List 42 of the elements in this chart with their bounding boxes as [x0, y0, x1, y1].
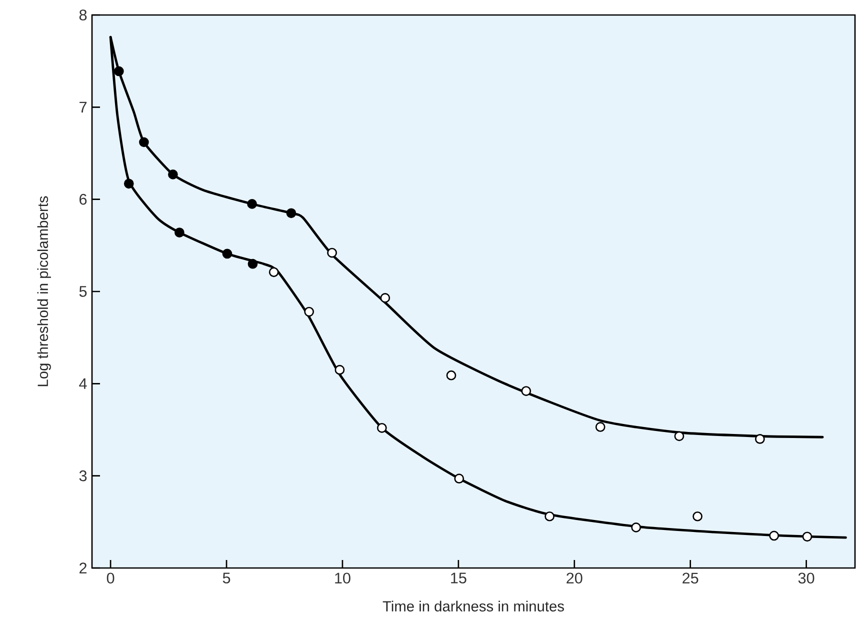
point — [174, 228, 184, 238]
x-tick-label: 5 — [222, 572, 230, 584]
point — [139, 137, 149, 148]
x-axis-title: Time in darkness in minutes — [382, 600, 564, 612]
point — [268, 267, 279, 278]
point — [380, 293, 390, 303]
point — [304, 306, 314, 317]
point — [446, 370, 456, 380]
point — [674, 431, 684, 442]
point — [286, 208, 296, 218]
y-tick-label: 2 — [80, 562, 87, 574]
x-tick-label: 25 — [682, 572, 698, 584]
point — [595, 422, 606, 432]
point — [376, 422, 387, 433]
point — [168, 170, 178, 180]
point — [327, 248, 337, 258]
point — [222, 248, 232, 259]
point — [692, 511, 702, 522]
point — [114, 66, 124, 76]
point — [631, 522, 642, 532]
y-tick-label: 3 — [79, 470, 87, 482]
point — [248, 258, 258, 269]
x-tick-label: 20 — [566, 572, 582, 584]
point — [544, 511, 555, 522]
point — [754, 434, 765, 444]
point — [769, 530, 779, 541]
point — [521, 386, 532, 396]
point — [247, 199, 257, 209]
point — [802, 532, 812, 542]
point — [454, 474, 464, 484]
x-tick-label: 15 — [451, 572, 466, 584]
x-tick-label: 0 — [106, 572, 114, 584]
y-tick-label: 6 — [80, 194, 87, 205]
x-tick-label: 30 — [798, 572, 814, 584]
point — [334, 364, 345, 375]
y-tick-label: 4 — [79, 378, 87, 389]
x-tick-label: 10 — [335, 572, 350, 584]
y-axis-title: Log threshold in picolamberts — [37, 196, 51, 386]
point — [124, 178, 134, 189]
y-tick-label: 5 — [79, 286, 87, 297]
y-tick-label: 7 — [80, 102, 87, 112]
y-tick-label: 8 — [79, 10, 87, 20]
